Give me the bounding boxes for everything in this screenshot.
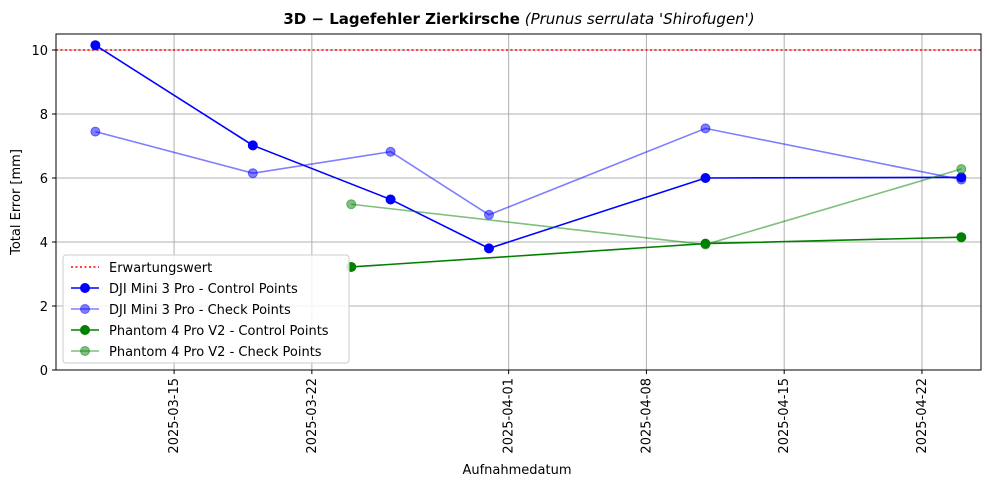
data-point	[700, 239, 711, 250]
data-point	[700, 123, 711, 134]
legend-box	[62, 254, 350, 364]
chart-title: 3D − Lagefehler Zierkirsche (Prunus serr…	[283, 10, 754, 28]
legend: Erwartungswert DJI Mini 3 Pro - Control P…	[62, 254, 350, 364]
x-tick-label: 2025-04-01	[502, 378, 517, 454]
x-tick-label: 2025-04-22	[915, 378, 930, 454]
series-line	[94, 44, 962, 250]
data-point	[700, 173, 711, 183]
data-point	[385, 194, 396, 205]
legend-marker	[80, 346, 90, 356]
y-tick-label: 4	[40, 236, 48, 251]
data-point	[90, 126, 101, 137]
legend-label: Phantom 4 Pro V2 - Control Points	[109, 324, 329, 339]
legend-item: Phantom 4 Pro V2 - Check Points	[71, 345, 322, 360]
legend-marker	[80, 325, 90, 335]
data-point	[247, 140, 258, 151]
series-2	[90, 123, 967, 220]
x-axis-ticks: 2025-03-15 2025-03-22 2025-04-01 2025-04-08…	[167, 370, 930, 454]
series-layer	[90, 40, 967, 272]
x-tick-label: 2025-03-15	[167, 378, 182, 454]
data-point	[483, 209, 494, 220]
series-line	[351, 168, 962, 246]
data-point	[483, 243, 494, 254]
y-tick-label: 2	[40, 300, 48, 315]
y-tick-label: 0	[40, 364, 48, 379]
y-tick-label: 8	[40, 108, 48, 123]
legend-label: Phantom 4 Pro V2 - Check Points	[109, 345, 322, 360]
x-tick-label: 2025-04-15	[777, 378, 792, 454]
data-point	[956, 164, 967, 175]
x-axis-label: Aufnahmedatum	[462, 463, 571, 478]
legend-item: DJI Mini 3 Pro - Check Points	[71, 303, 291, 318]
series-4	[346, 164, 967, 250]
series-1	[90, 40, 967, 254]
y-axis-label: Total Error [mm]	[9, 149, 24, 256]
legend-marker	[80, 304, 90, 314]
series-line	[95, 127, 962, 216]
y-axis-ticks: 0 2 4 6 8 10	[31, 44, 56, 379]
chart-title-italic: (Prunus serrulata 'Shirofugen')	[525, 10, 755, 28]
legend-label: DJI Mini 3 Pro - Control Points	[109, 282, 298, 297]
legend-item: Phantom 4 Pro V2 - Control Points	[71, 324, 329, 339]
data-point	[346, 199, 357, 210]
chart-title-bold: 3D − Lagefehler Zierkirsche	[283, 10, 520, 28]
plot-frame	[55, 33, 982, 371]
data-point	[956, 232, 967, 243]
y-tick-label: 6	[40, 172, 48, 187]
data-point	[90, 40, 101, 51]
data-point	[385, 146, 396, 157]
data-point	[247, 168, 258, 179]
legend-marker	[80, 283, 90, 293]
x-tick-label: 2025-04-08	[639, 378, 654, 454]
legend-label: Erwartungswert	[109, 261, 212, 276]
y-tick-label: 10	[31, 44, 48, 59]
data-point	[956, 174, 967, 185]
x-tick-label: 2025-03-22	[305, 378, 320, 454]
legend-label: DJI Mini 3 Pro - Check Points	[109, 303, 291, 318]
legend-item: Erwartungswert	[71, 261, 212, 276]
legend-item: DJI Mini 3 Pro - Control Points	[71, 282, 298, 297]
